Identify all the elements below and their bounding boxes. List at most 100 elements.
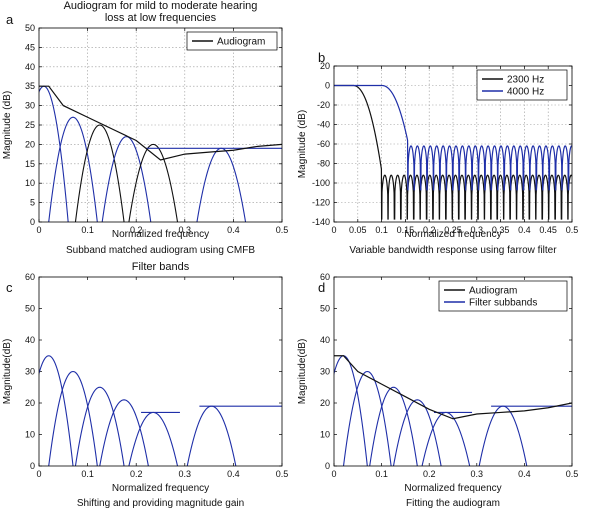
x-tick-label: 0.3 (179, 225, 192, 235)
axes-frame (38, 276, 283, 467)
y-tick-label: 60 (25, 272, 35, 282)
y-tick-label: 10 (25, 430, 35, 440)
chart-title: Audiogram for mild to moderate hearing (64, 0, 258, 12)
y-tick-label: 10 (320, 430, 330, 440)
chart-title: loss at low frequencies (105, 12, 217, 24)
legend-label: Audiogram (217, 37, 265, 48)
filter-band (186, 405, 237, 466)
x-tick-label: 0.1 (81, 225, 94, 235)
filter-band (101, 136, 152, 222)
x-tick-label: 0.15 (397, 225, 415, 235)
legend-label: 4000 Hz (507, 87, 544, 98)
axes-frame (38, 27, 283, 223)
panel-d: 0 0.1 0.2 0.3 0.4 0.5 0 10 20 30 40 50 60d Normalized… (297, 272, 578, 509)
plot-area (39, 355, 282, 466)
x-tick-label: 0.2 (130, 469, 143, 479)
y-axis-label: Magnitude (dB) (297, 110, 308, 178)
y-tick-label: -100 (312, 178, 330, 188)
y-tick-label: 50 (25, 23, 35, 33)
y-tick-label: -80 (317, 159, 330, 169)
y-tick-label: 20 (320, 61, 330, 71)
x-tick-label: 0.5 (276, 225, 289, 235)
legend-box (476, 69, 568, 101)
panel-a: 0 0.1 0.2 0.3 0.4 0.5 0 5 10 15 20 25 30 35 40 45 50 a Aud… (2, 0, 288, 256)
series-line (334, 84, 572, 191)
x-tick-label: 0.5 (566, 225, 579, 235)
y-tick-label: 0 (30, 217, 35, 227)
x-tick-label: 0.2 (423, 225, 436, 235)
x-tick-label: 0.35 (492, 225, 510, 235)
x-tick-label: 0.1 (375, 469, 388, 479)
filter-band (369, 386, 418, 466)
x-tick-label: 0.4 (227, 469, 240, 479)
y-tick-label: 30 (25, 101, 35, 111)
y-tick-label: 0 (325, 81, 330, 91)
y-tick-label: 25 (25, 120, 35, 130)
panel-letter: c (6, 280, 13, 295)
filter-band (39, 355, 74, 466)
y-tick-label: -40 (317, 120, 330, 130)
filter-band (128, 411, 179, 466)
panel-letter: d (318, 280, 325, 295)
y-tick-label: -120 (312, 198, 330, 208)
y-tick-label: 20 (25, 139, 35, 149)
x-axis-label: Normalized frequency (404, 229, 501, 240)
y-tick-label: 40 (25, 335, 35, 345)
y-tick-label: 50 (320, 304, 330, 314)
filter-band (392, 399, 442, 466)
filter-band (478, 405, 528, 466)
axes-frame (333, 65, 573, 223)
y-tick-label: -20 (317, 100, 330, 110)
filter-band (48, 116, 98, 222)
filter-band (74, 124, 125, 222)
legend-label: 2300 Hz (507, 75, 544, 86)
panel-caption: Fitting the audiogram (406, 498, 500, 509)
x-tick-label: 0.25 (444, 225, 462, 235)
x-tick-label: 0.4 (227, 225, 240, 235)
y-tick-label: 20 (25, 398, 35, 408)
panel-b: 0 0.05 0.1 0.15 0.2 0.25 0.3 0.35 0.4 0.45 0.5 -140… (297, 50, 578, 256)
y-tick-label: 40 (320, 335, 330, 345)
x-axis-label: Normalized frequency (404, 483, 501, 494)
y-tick-label: 10 (25, 178, 35, 188)
panel-letter: b (318, 50, 325, 65)
plot-area (39, 85, 282, 222)
y-tick-label: 60 (320, 272, 330, 282)
chart-title: Filter bands (132, 261, 190, 273)
series-line (39, 85, 282, 161)
filter-band (421, 411, 471, 466)
filter-band (48, 370, 98, 466)
plot-area (334, 84, 572, 220)
x-tick-label: 0.2 (130, 225, 143, 235)
x-tick-label: 0.3 (471, 469, 484, 479)
y-tick-label: 5 (30, 198, 35, 208)
legend-box (438, 280, 568, 312)
panel-letter: a (6, 12, 14, 27)
x-tick-label: 0.05 (349, 225, 367, 235)
panel-caption: Shifting and providing magnitude gain (77, 498, 244, 509)
y-axis-label: Magnitude(dB) (2, 339, 13, 405)
filter-band (342, 370, 392, 466)
axes-frame (333, 276, 573, 467)
x-tick-label: 0.45 (539, 225, 557, 235)
x-tick-label: 0.1 (81, 469, 94, 479)
y-tick-label: 0 (30, 461, 35, 471)
x-tick-label: 0.4 (518, 225, 531, 235)
filter-band (196, 147, 247, 222)
y-tick-label: 0 (325, 461, 330, 471)
y-tick-label: 40 (25, 62, 35, 72)
panel-caption: Variable bandwidth response using farrow… (349, 245, 557, 256)
series-line (334, 355, 572, 420)
x-tick-label: 0.3 (179, 469, 192, 479)
y-tick-label: 45 (25, 42, 35, 52)
x-tick-label: 0 (36, 225, 41, 235)
x-tick-label: 0 (331, 469, 336, 479)
y-tick-label: 30 (25, 367, 35, 377)
x-axis-label: Normalized frequency (112, 229, 209, 240)
filter-band (74, 386, 125, 466)
y-tick-label: -60 (317, 139, 330, 149)
x-axis-label: Normalized frequency (112, 483, 209, 494)
y-axis-label: Magnitude (dB) (2, 91, 13, 159)
